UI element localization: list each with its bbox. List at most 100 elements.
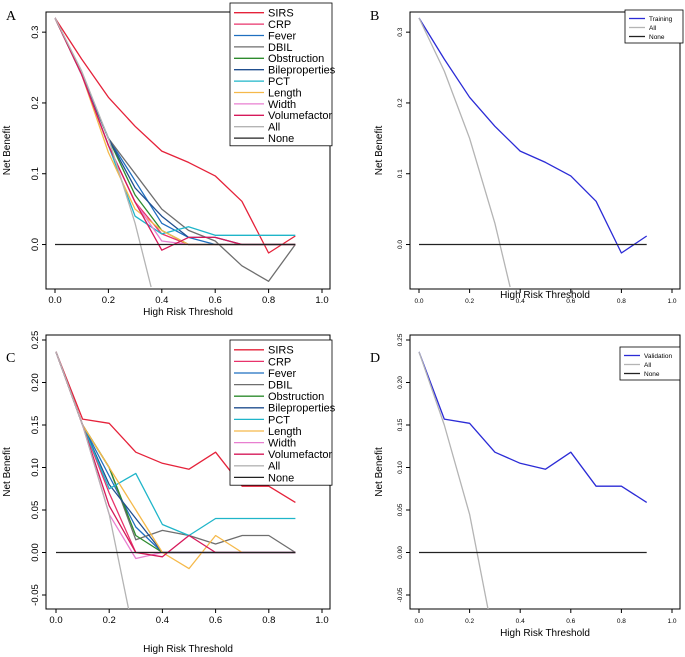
panel-letter: D	[370, 351, 380, 366]
series-line-all	[54, 17, 152, 288]
y-tick-label: 0.2	[397, 98, 404, 107]
legend-label: Fever	[268, 30, 296, 42]
x-tick-label: 0.0	[414, 298, 423, 305]
plot-frame	[45, 11, 331, 290]
x-tick-label: 0.2	[465, 618, 474, 625]
x-axis-title: High Risk Threshold	[500, 290, 590, 301]
x-tick-label: 0.8	[617, 298, 626, 305]
x-tick-label: 1.0	[667, 298, 676, 305]
series-group	[54, 17, 296, 288]
y-tick-label: 0.00	[397, 546, 404, 559]
legend-label: SIRS	[268, 8, 294, 20]
x-tick-label: 1.0	[315, 615, 328, 626]
y-tick-label: -0.05	[397, 587, 404, 602]
y-tick-label: -0.05	[30, 584, 41, 606]
plot-frame	[409, 334, 681, 610]
series-line-validation	[418, 351, 648, 503]
legend-label: Bileproperties	[268, 403, 336, 415]
x-tick-label: 0.0	[49, 615, 62, 626]
legend-label: PCT	[268, 414, 290, 426]
y-axis-title: Net Benefit	[374, 447, 385, 497]
legend-label: Volumefactor	[268, 110, 333, 122]
y-tick-label: 0.1	[397, 169, 404, 178]
legend-label: Training	[649, 16, 673, 23]
series-line-pct	[55, 351, 296, 537]
legend-label: Volumefactor	[268, 449, 333, 461]
x-tick-label: 0.2	[465, 298, 474, 305]
series-line-all	[418, 351, 489, 609]
x-tick-label: 1.0	[667, 618, 676, 625]
series-group	[55, 351, 296, 609]
x-tick-label: 0.4	[516, 298, 525, 305]
legend-label: None	[268, 472, 294, 484]
legend-label: DBIL	[268, 42, 292, 54]
x-axis-title: High Risk Threshold	[143, 644, 233, 655]
legend: Validation All None	[619, 346, 681, 381]
y-tick-label: 0.25	[30, 331, 41, 350]
y-tick-label: 0.3	[30, 26, 41, 39]
series-group	[418, 17, 648, 288]
legend-label: All	[649, 25, 657, 32]
legend-label: None	[649, 34, 665, 41]
x-tick-label: 0.2	[102, 295, 115, 306]
series-group	[418, 351, 648, 609]
panel-letter: C	[6, 351, 15, 366]
y-tick-label: 0.20	[397, 376, 404, 389]
legend-label: CRP	[268, 356, 291, 368]
series-line-length	[55, 351, 243, 570]
y-tick-label: 0.20	[30, 373, 41, 392]
y-tick-label: 0.15	[30, 416, 41, 435]
panel-d: D 0.0 0.2 0.4 0.6 0.8 1.0 -0.05 0.00 0.05 0.10 0.15…	[370, 333, 681, 639]
legend: Training All None	[624, 9, 684, 44]
legend-label: CRP	[268, 19, 291, 31]
x-tick-label: 0.6	[209, 295, 222, 306]
y-axis-title: Net Benefit	[2, 447, 13, 497]
x-tick-label: 0.0	[414, 618, 423, 625]
x-tick-label: 0.8	[262, 615, 275, 626]
legend-label: Bileproperties	[268, 65, 336, 77]
y-axis-title: Net Benefit	[2, 126, 13, 176]
x-tick-label: 0.4	[156, 615, 169, 626]
legend-box	[624, 9, 684, 44]
series-line-all	[418, 17, 511, 288]
y-tick-label: 0.2	[30, 96, 41, 109]
legend-label: Obstruction	[268, 391, 324, 403]
series-line-all	[55, 351, 130, 609]
x-tick-label: 0.6	[566, 618, 575, 625]
x-tick-label: 0.6	[209, 615, 222, 626]
legend-label: Length	[268, 426, 302, 438]
legend-label: All	[268, 461, 280, 473]
x-tick-label: 0.8	[262, 295, 275, 306]
y-axis-title: Net Benefit	[374, 126, 385, 176]
legend-label: Width	[268, 437, 296, 449]
legend-label: All	[644, 362, 652, 369]
x-tick-label: 0.8	[617, 618, 626, 625]
x-axis-title: High Risk Threshold	[500, 628, 590, 639]
legend: SIRSCRPFeverDBILObstructionBilepropertie…	[229, 2, 336, 147]
y-tick-label: 0.1	[30, 167, 41, 180]
legend-label: None	[644, 371, 660, 378]
y-tick-label: 0.00	[30, 543, 41, 562]
y-tick-label: 0.10	[30, 458, 41, 477]
x-tick-label: 0.2	[103, 615, 116, 626]
legend-label: PCT	[268, 76, 290, 88]
y-tick-label: 0.05	[397, 503, 404, 516]
y-tick-label: 0.05	[30, 501, 41, 520]
series-line-sirs	[54, 17, 296, 254]
y-tick-label: 0.0	[397, 240, 404, 249]
legend-label: Validation	[644, 353, 672, 360]
legend-label: DBIL	[268, 379, 292, 391]
panel-b: B 0.0 0.2 0.4 0.6 0.8 1.0 0.0 0.1 0.2 0.3 High Risk…	[370, 9, 684, 305]
series-line-training	[418, 17, 648, 254]
y-tick-label: 0.10	[397, 461, 404, 474]
legend-box	[229, 2, 333, 147]
legend-label: None	[268, 133, 294, 145]
panel-c: C 0.0 0.2 0.4 0.6 0.8 1.0 -0.05 0.00 0.05 0.10 0.15…	[2, 331, 336, 655]
y-tick-label: 0.25	[397, 333, 404, 346]
plot-frame	[409, 11, 681, 290]
x-tick-label: 0.0	[48, 295, 61, 306]
legend-label: Length	[268, 87, 302, 99]
legend-box	[619, 346, 681, 381]
y-tick-label: 0.0	[30, 238, 41, 251]
panel-letter: B	[370, 9, 379, 24]
